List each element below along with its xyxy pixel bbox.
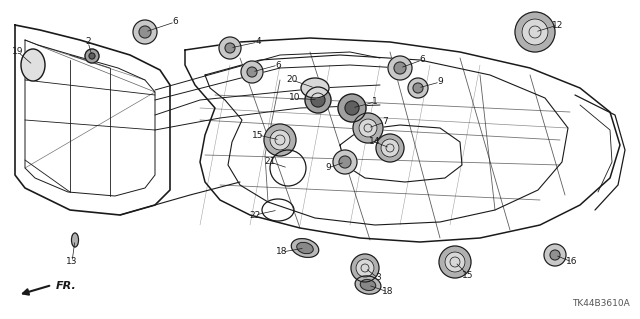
Circle shape xyxy=(305,87,331,113)
Circle shape xyxy=(225,43,235,53)
Circle shape xyxy=(270,130,290,150)
Circle shape xyxy=(264,124,296,156)
Circle shape xyxy=(445,252,465,272)
Ellipse shape xyxy=(355,276,381,294)
Text: 6: 6 xyxy=(172,18,178,26)
Circle shape xyxy=(522,19,548,45)
Circle shape xyxy=(388,56,412,80)
Ellipse shape xyxy=(301,78,329,98)
Circle shape xyxy=(139,26,151,38)
Circle shape xyxy=(345,101,359,115)
Circle shape xyxy=(413,83,423,93)
Text: 18: 18 xyxy=(276,248,288,256)
Text: 19: 19 xyxy=(12,48,24,56)
Text: 3: 3 xyxy=(375,273,381,283)
Text: 14: 14 xyxy=(369,137,381,146)
Ellipse shape xyxy=(360,279,376,291)
Text: 21: 21 xyxy=(264,158,276,167)
Circle shape xyxy=(550,250,560,260)
Text: 1: 1 xyxy=(372,98,378,107)
Text: TK44B3610A: TK44B3610A xyxy=(572,299,630,308)
Text: 15: 15 xyxy=(252,130,264,139)
Circle shape xyxy=(85,49,99,63)
Text: 20: 20 xyxy=(286,76,298,85)
Circle shape xyxy=(89,53,95,59)
Text: 10: 10 xyxy=(289,93,301,102)
Circle shape xyxy=(338,94,366,122)
Circle shape xyxy=(353,113,383,143)
Text: 18: 18 xyxy=(382,287,394,296)
Circle shape xyxy=(544,244,566,266)
Circle shape xyxy=(333,150,357,174)
Ellipse shape xyxy=(297,242,313,254)
Circle shape xyxy=(376,134,404,162)
Text: 13: 13 xyxy=(67,257,77,266)
Text: 4: 4 xyxy=(255,38,261,47)
Ellipse shape xyxy=(72,233,79,247)
Text: 6: 6 xyxy=(275,61,281,70)
Circle shape xyxy=(439,246,471,278)
Text: 16: 16 xyxy=(566,257,578,266)
Circle shape xyxy=(359,119,377,137)
Circle shape xyxy=(408,78,428,98)
Text: 12: 12 xyxy=(552,20,564,29)
Text: 9: 9 xyxy=(325,164,331,173)
Circle shape xyxy=(394,62,406,74)
Text: 22: 22 xyxy=(250,211,260,219)
Circle shape xyxy=(311,93,325,107)
Circle shape xyxy=(356,259,374,277)
Text: FR.: FR. xyxy=(56,281,77,291)
Ellipse shape xyxy=(291,239,319,257)
Circle shape xyxy=(247,67,257,77)
Text: 6: 6 xyxy=(419,56,425,64)
Text: 2: 2 xyxy=(85,38,91,47)
Text: 9: 9 xyxy=(437,78,443,86)
Circle shape xyxy=(515,12,555,52)
Circle shape xyxy=(241,61,263,83)
Text: 15: 15 xyxy=(462,271,474,279)
Circle shape xyxy=(133,20,157,44)
Circle shape xyxy=(351,254,379,282)
Circle shape xyxy=(219,37,241,59)
Ellipse shape xyxy=(21,49,45,81)
Circle shape xyxy=(339,156,351,168)
Text: 7: 7 xyxy=(382,117,388,127)
Circle shape xyxy=(381,139,399,157)
